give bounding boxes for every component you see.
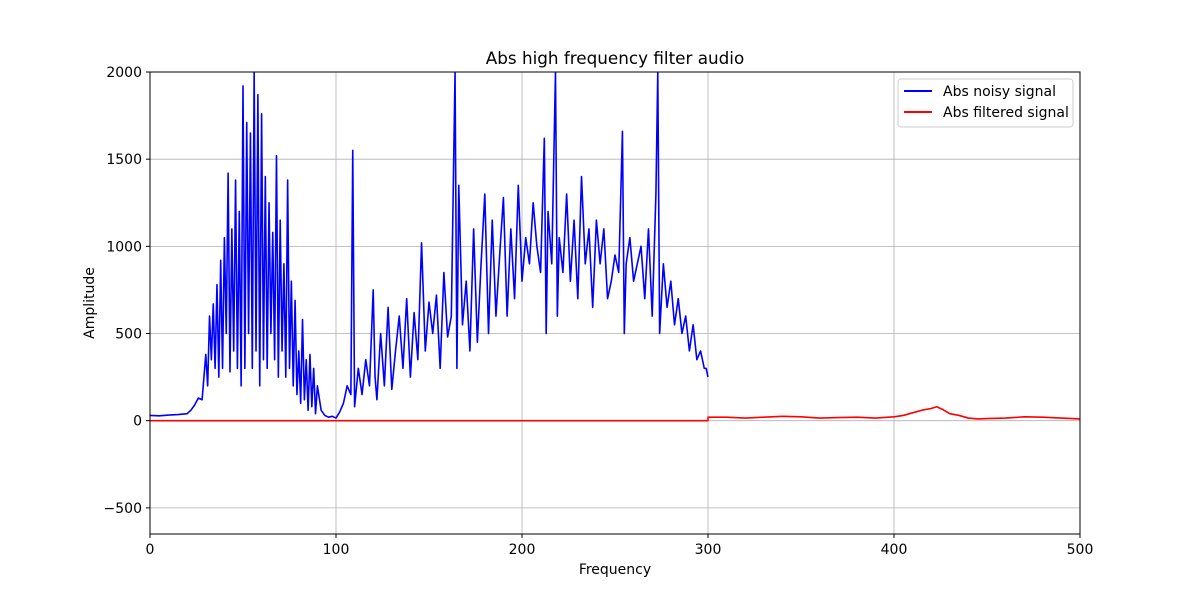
- x-tick-label: 400: [881, 542, 908, 558]
- legend-label: Abs noisy signal: [943, 84, 1056, 100]
- legend-box: [897, 78, 1074, 128]
- y-tick-label: 1500: [106, 152, 142, 168]
- series-layer: [150, 72, 1080, 422]
- y-tick-label: 0: [133, 414, 142, 430]
- x-tick-label: 500: [1067, 542, 1094, 558]
- plot-frame: [149, 71, 1081, 535]
- y-tick-label: −500: [104, 501, 142, 517]
- y-tick-label: 2000: [106, 65, 142, 81]
- legend-label: Abs filtered signal: [943, 105, 1069, 121]
- tick-layer: 0 100 200 300 400 500 −500 0 500 1000 1500 2000: [104, 65, 1094, 558]
- series-line-noisy: [150, 72, 709, 419]
- x-tick-label: 200: [509, 542, 536, 558]
- y-tick-label: 1000: [106, 239, 142, 255]
- x-tick-label: 300: [695, 542, 722, 558]
- y-tick-label: 500: [115, 327, 142, 343]
- legend: Abs noisy signal Abs filtered signal: [897, 78, 1074, 128]
- series-line-filtered: [150, 405, 1080, 422]
- x-axis-label: Frequency: [579, 562, 651, 578]
- x-tick-label: 100: [323, 542, 350, 558]
- chart-title: Abs high frequency filter audio: [486, 48, 745, 68]
- x-tick-label: 0: [146, 542, 155, 558]
- y-axis-label: Amplitude: [82, 267, 98, 339]
